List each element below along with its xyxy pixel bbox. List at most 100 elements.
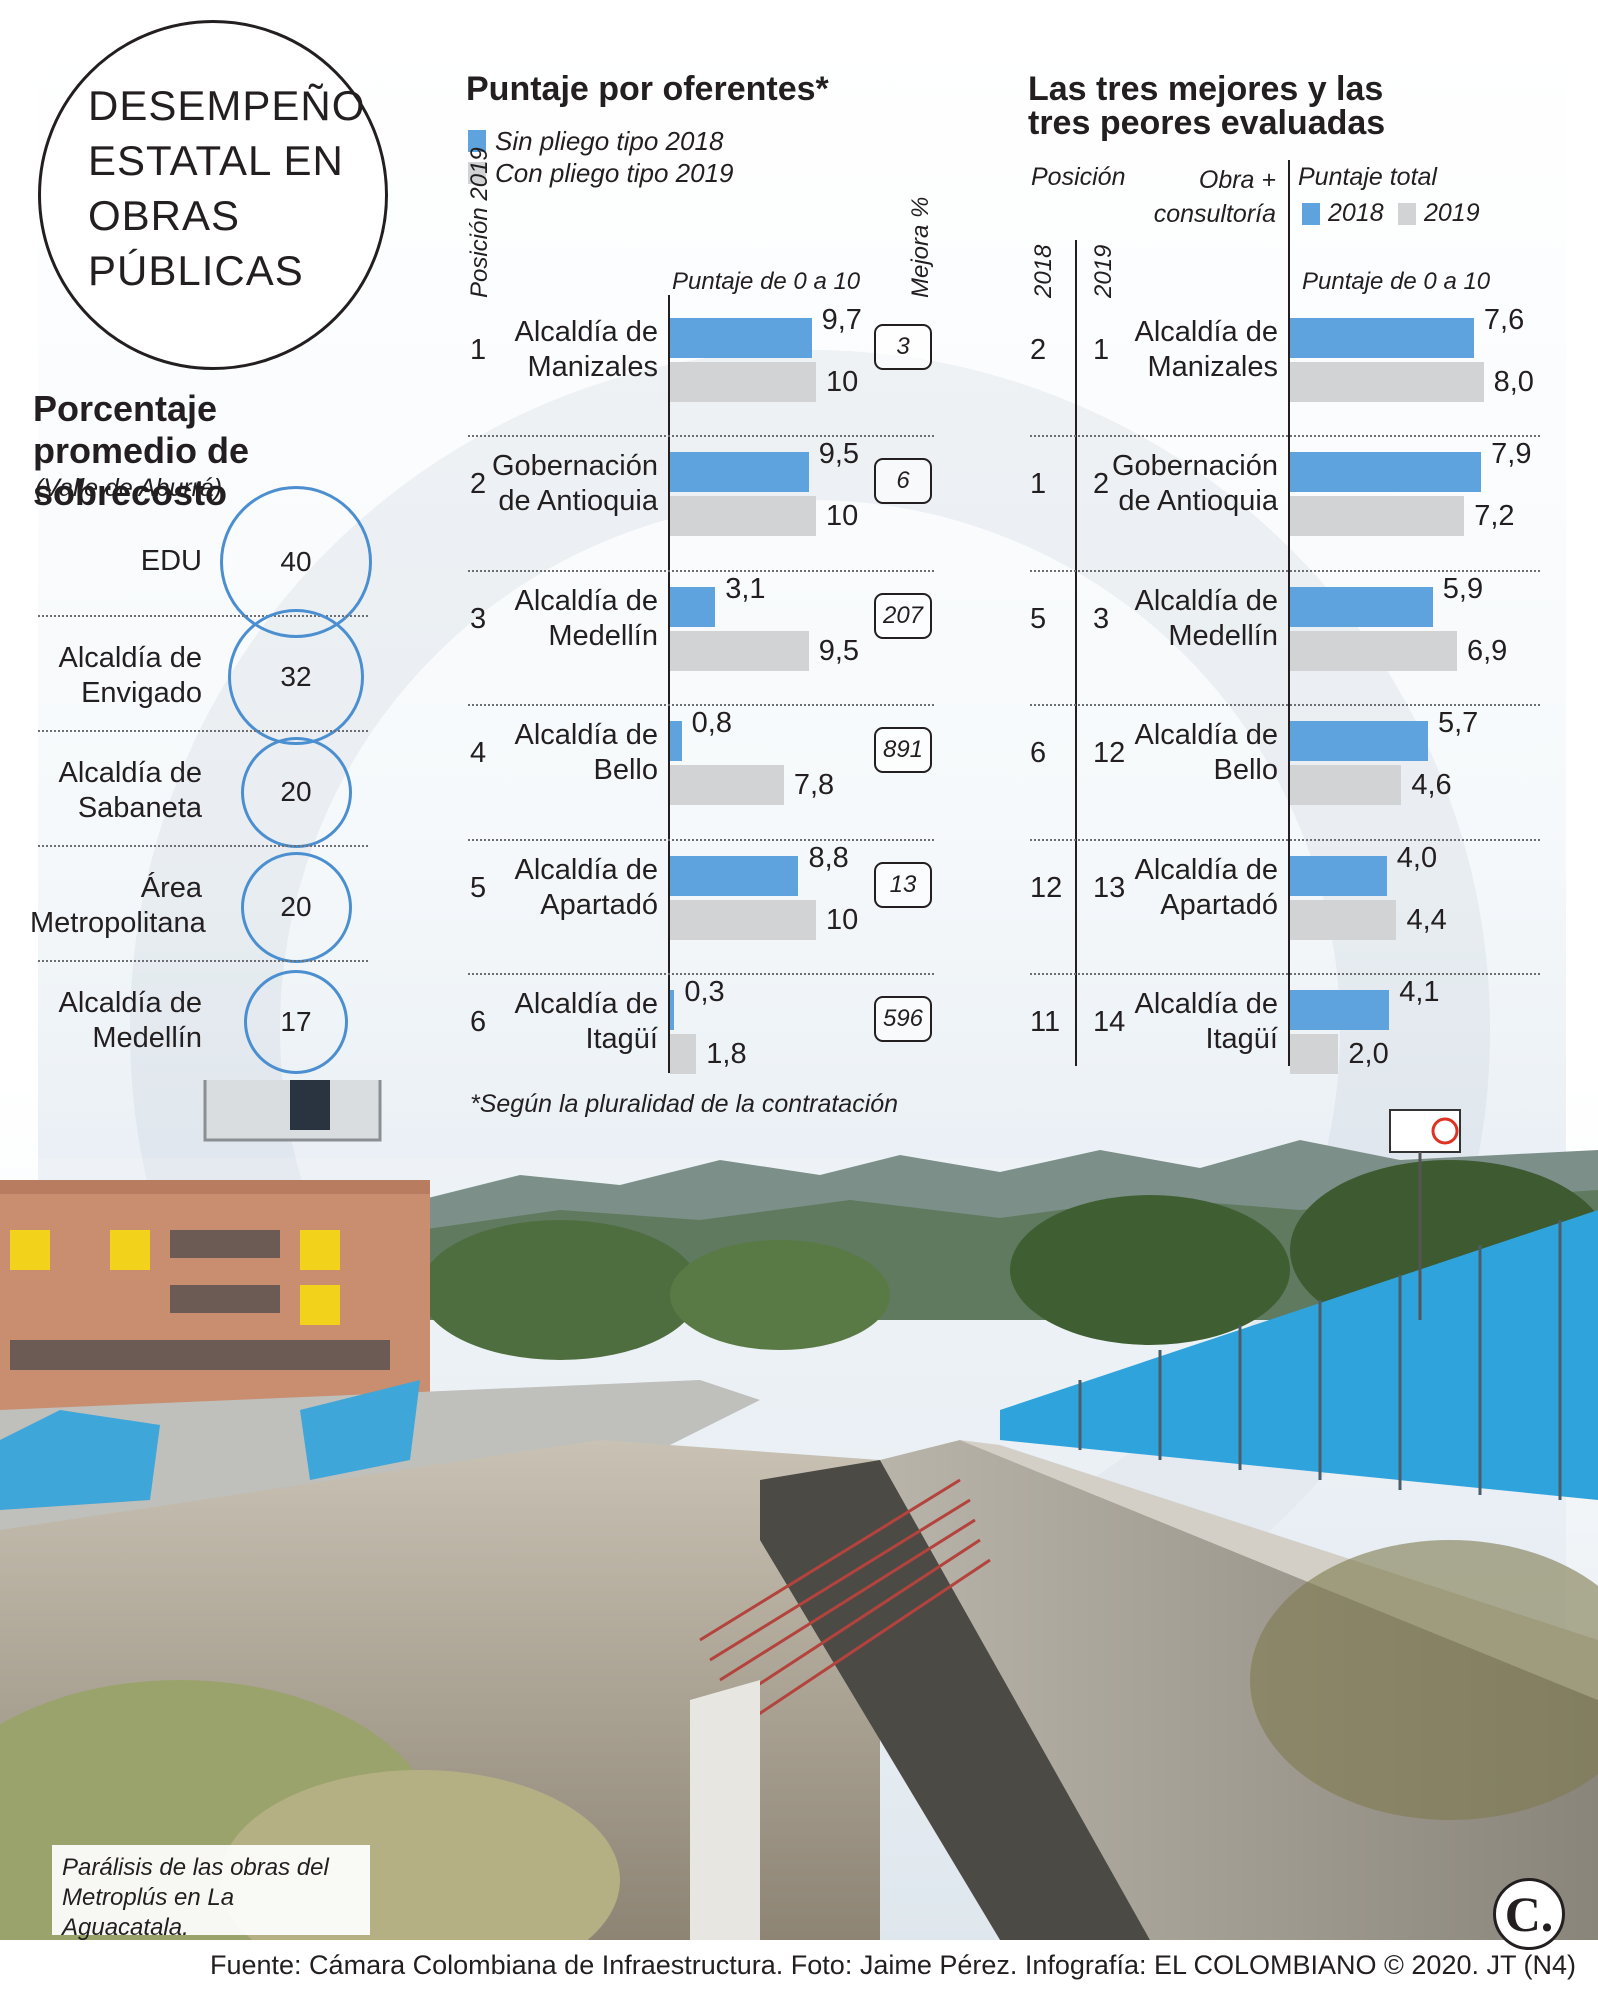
bar-2018 — [1290, 318, 1474, 358]
row-divider — [468, 435, 934, 438]
chart1-title: Puntaje por oferentes* — [466, 70, 829, 108]
bar-2018 — [1290, 721, 1428, 762]
overcost-bubble: 32 — [228, 609, 364, 745]
row-divider — [1030, 435, 1540, 438]
position-2018: 6 — [1030, 737, 1047, 770]
value-label-2019: 6,9 — [1466, 634, 1508, 667]
photo-illustration — [0, 1080, 1598, 1940]
entity-label: Alcaldía de Bello — [514, 719, 659, 787]
value-label-2018: 5,9 — [1442, 572, 1484, 605]
value-label-2018: 3,1 — [725, 572, 766, 605]
bar-2019 — [1290, 362, 1484, 402]
entity-label: Alcaldía de Bello — [1134, 719, 1279, 787]
title-circle — [38, 20, 388, 370]
bar-2018 — [1290, 452, 1482, 493]
bar-2018 — [670, 586, 716, 627]
bar-2018 — [1290, 586, 1433, 627]
chart1-improvement-header: Mejora % — [907, 196, 934, 298]
value-label-2019: 8,0 — [1493, 366, 1534, 398]
overcost-bubble: 17 — [243, 969, 349, 1075]
overcost-bubble: 20 — [240, 736, 352, 848]
overcost-bubble: 20 — [240, 851, 352, 963]
bar-2019 — [1290, 1034, 1339, 1074]
entity-label: Alcaldía de Apartadó — [514, 853, 659, 921]
row-divider — [468, 704, 934, 707]
value-label-2018: 9,7 — [821, 304, 862, 336]
entity-label: Gobernación de Antioquia — [491, 450, 658, 518]
position-2019: 12 — [1093, 737, 1126, 770]
overcost-heading: Porcentaje promedio de sobrecosto — [33, 388, 250, 513]
chart2-legend-swatch-2018 — [1302, 203, 1320, 225]
value-label-2019: 2,0 — [1348, 1038, 1389, 1070]
value-label-2018: 8,8 — [808, 841, 849, 874]
position-2018: 11 — [1030, 1006, 1061, 1038]
row-divider — [468, 973, 934, 975]
row-divider — [38, 960, 368, 962]
position-2019: 4 — [470, 737, 487, 770]
chart1-axis-label: Puntaje de 0 a 10 — [672, 268, 861, 295]
overcost-label: EDU — [140, 545, 202, 577]
position-2019: 5 — [470, 871, 487, 904]
chart1-axis-line — [668, 295, 670, 1073]
improvement-badge: 13 — [874, 861, 932, 908]
value-label-2018: 0,3 — [684, 976, 725, 1008]
chart2-position-header: Posición — [1031, 163, 1126, 191]
value-label-2018: 5,7 — [1437, 707, 1479, 740]
position-2019: 1 — [1093, 334, 1110, 366]
position-2019: 13 — [1093, 871, 1126, 904]
entity-label: Alcaldía de Manizales — [514, 316, 659, 383]
improvement-badge: 207 — [874, 592, 932, 639]
bar-2019 — [670, 899, 816, 940]
bar-2018 — [670, 990, 675, 1030]
entity-label: Alcaldía de Itagüí — [1134, 988, 1279, 1055]
chart1-position-header: Posición 2019 — [466, 147, 493, 298]
entity-label: Alcaldía de Medellín — [1134, 584, 1279, 652]
improvement-badge: 891 — [874, 727, 932, 774]
row-divider — [1030, 704, 1540, 707]
chart2-legend-2019: 2019 — [1424, 199, 1480, 227]
overcost-label: Área Metropolitana — [30, 872, 206, 939]
position-2019: 14 — [1093, 1006, 1126, 1038]
credits: Fuente: Cámara Colombiana de Infraestruc… — [210, 1950, 1576, 1980]
overcost-subheading: (Valle de Aburrá) — [35, 474, 223, 502]
improvement-badge: 3 — [874, 324, 932, 370]
row-divider — [38, 615, 368, 617]
photo-caption: Parálisis de las obras del Metroplús en … — [52, 1845, 370, 1941]
chart1-legend-2019: Con pliego tipo 2019 — [495, 158, 734, 188]
value-label-2019: 7,2 — [1474, 500, 1515, 533]
chart2-year-2019-header: 2019 — [1090, 244, 1117, 298]
row-divider — [38, 730, 368, 732]
bar-2019 — [670, 630, 809, 671]
position-2019: 1 — [470, 334, 487, 366]
value-label-2019: 4,6 — [1411, 769, 1452, 802]
bar-2019 — [1290, 765, 1402, 806]
position-2018: 2 — [1030, 334, 1047, 366]
value-label-2018: 9,5 — [818, 438, 860, 471]
entity-label: Alcaldía de Apartadó — [1134, 853, 1279, 921]
chart2-legend-swatch-2019 — [1398, 203, 1416, 225]
chart2-work-header: Obra + consultoría — [1153, 166, 1276, 228]
overcost-label: Alcaldía de Sabaneta — [58, 757, 203, 824]
row-divider — [468, 838, 934, 841]
bar-2018 — [670, 318, 812, 358]
value-label-2018: 0,8 — [691, 707, 732, 740]
el-colombiano-logo: C. — [1493, 1878, 1565, 1950]
position-2019: 2 — [470, 468, 487, 501]
value-label-2019: 7,8 — [793, 769, 835, 802]
position-2018: 5 — [1030, 602, 1047, 635]
position-2018: 12 — [1030, 871, 1063, 904]
bar-2019 — [1290, 630, 1457, 671]
position-2019: 6 — [470, 1006, 487, 1038]
overcost-label: Alcaldía de Medellín — [58, 987, 203, 1054]
legend-swatch-2019 — [468, 162, 486, 184]
chart1-legend-2018: Sin pliego tipo 2018 — [495, 126, 724, 156]
value-label-2018: 4,1 — [1399, 976, 1440, 1008]
entity-label: Gobernación de Antioquia — [1111, 450, 1278, 518]
row-divider — [468, 569, 934, 572]
chart2-year-2018-header: 2018 — [1030, 244, 1057, 298]
chart1-footnote: *Según la pluralidad de la contratación — [470, 1090, 899, 1118]
bar-2019 — [670, 362, 816, 402]
chart2-title: Las tres mejores y las tres peores evalu… — [1028, 70, 1386, 142]
bar-2018 — [670, 855, 799, 896]
row-divider — [1030, 569, 1540, 572]
